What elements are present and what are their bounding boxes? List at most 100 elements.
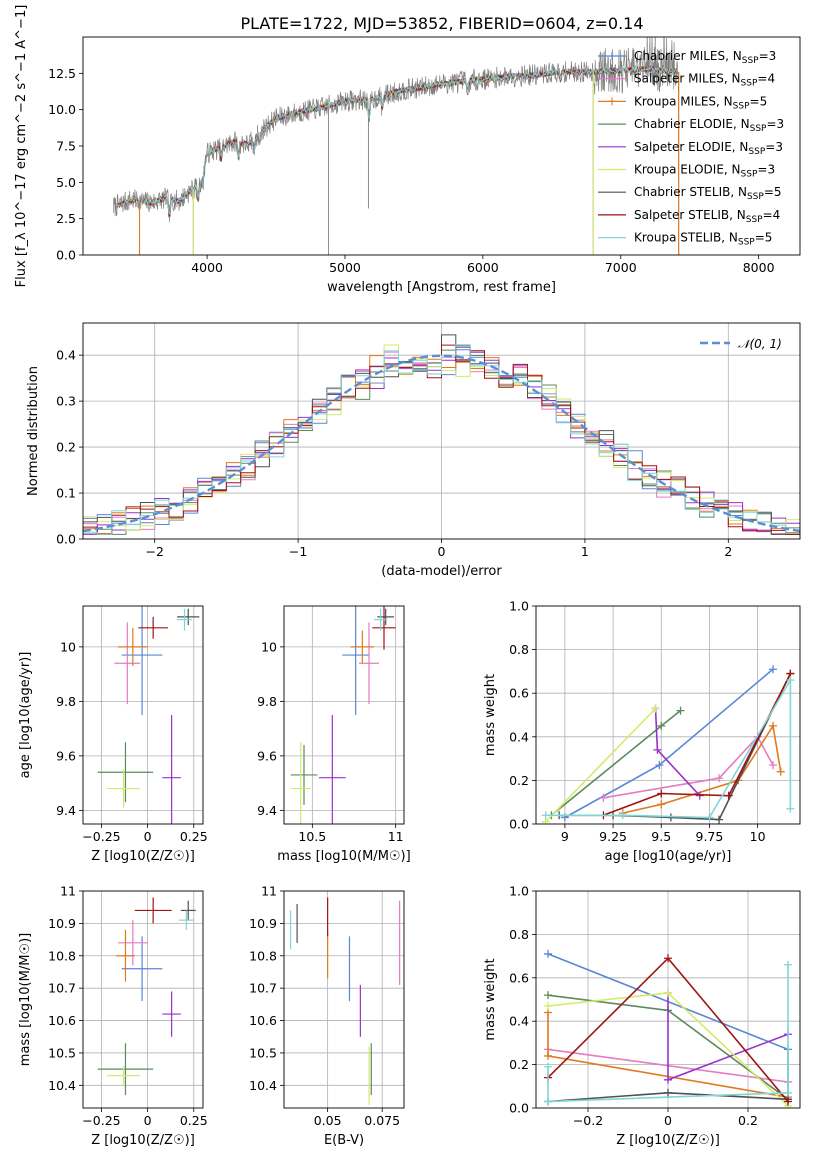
legend-normal-label: 𝒩(0, 1) (738, 337, 782, 351)
x-tick-label: 9 (561, 829, 569, 844)
x-tick-label: 5000 (329, 260, 361, 275)
y-tick-label: 0.8 (509, 642, 529, 657)
series-line (667, 993, 789, 1081)
grid-mass-vs-EBV (284, 891, 404, 1108)
grid-mass-vs-Z (83, 891, 203, 1108)
legend-n: 3 (769, 49, 777, 63)
x-tick-label: 0 (144, 1113, 152, 1128)
y-tick-label: 0.2 (56, 440, 76, 455)
series-point (544, 1097, 552, 1106)
x-axis-label: Z [log10(Z/Z☉)] (91, 849, 195, 864)
legend-text: Chabrier ELODIE, N (634, 117, 750, 131)
x-axis-label: (data-model)/error (381, 564, 502, 579)
plot-area-mass-vs-EBV (284, 891, 404, 1108)
legend-subscript: SSP (742, 56, 759, 66)
series-salpeter-miles (599, 732, 778, 802)
panel-spectrum: 4000 5000 6000 7000 8000 0.0 2.5 5.0 7.5 10.0 12.5… (14, 5, 801, 295)
legend-label-kroupa-elodie: Kroupa ELODIE, NSSP=3 (634, 163, 775, 180)
errorbar-chabrier-stelib (177, 608, 200, 626)
panel-residuals: −2 −1 0 1 2 0.0 0.1 0.2 0.3 0.4 (data-model)/error… (26, 322, 801, 579)
errorbar-chabrier-elodie (97, 1043, 154, 1096)
legend-label-chabrier-elodie: Chabrier ELODIE, NSSP=3 (634, 117, 784, 134)
series-point (657, 800, 666, 809)
x-tick-label: 0 (664, 1113, 672, 1128)
x-tick-label: −1 (289, 544, 307, 559)
series-point (786, 804, 795, 813)
plot-area-mass-vs-Z (83, 891, 203, 1108)
series-point (544, 1062, 552, 1071)
y-tick-label: 10.8 (249, 948, 277, 963)
legend-label-kroupa-miles: Kroupa MILES, NSSP=5 (634, 94, 767, 111)
series-salpeter-stelib (599, 669, 795, 820)
series-point (666, 813, 675, 822)
x-axis-label: E(B-V) (324, 1133, 364, 1148)
axes-frame (535, 890, 801, 1109)
y-tick-label: 9.6 (56, 748, 76, 763)
normal-curve (83, 354, 800, 533)
x-tick-label: 4000 (191, 260, 223, 275)
series-line (603, 673, 792, 817)
axes-frame (283, 605, 405, 825)
legend-marker (608, 52, 616, 60)
errorbar-chabrier-stelib (377, 608, 394, 626)
series-point (786, 676, 795, 685)
y-tick-label: 0.2 (509, 773, 529, 788)
axes-frame (535, 605, 801, 825)
series-line (547, 964, 789, 1103)
errorbar-salpeter-stelib (138, 616, 168, 639)
series-point (676, 706, 685, 715)
legend-eq: = (765, 140, 775, 154)
x-tick-label: −2 (145, 544, 163, 559)
series-kroupa-elodie (544, 988, 792, 1108)
errorbar-chabrier-elodie (290, 744, 318, 805)
errorbar-chabrier-miles (342, 606, 369, 715)
legend-eq: = (757, 72, 767, 86)
series-point (664, 1075, 672, 1084)
x-tick-label: 0.075 (364, 1113, 400, 1128)
x-axis-label: Z [log10(Z/Z☉)] (616, 1133, 720, 1148)
x-tick-label: 0.25 (180, 1113, 208, 1128)
y-tick-label: 9.8 (56, 694, 76, 709)
axes-frame (283, 890, 405, 1109)
legend-n: 5 (765, 231, 773, 245)
x-axis-label: age [log10(age/yr)] (605, 849, 732, 864)
errorbar-salpeter-elodie (162, 991, 181, 1037)
y-tick-label: 9.4 (257, 803, 277, 818)
y-tick-label: 1.0 (509, 599, 529, 614)
y-tick-label: 12.5 (48, 66, 76, 81)
series-point (599, 793, 608, 802)
y-tick-label: 2.5 (56, 211, 76, 226)
y-axis-label: age [log10(age/yr)] (18, 652, 33, 779)
plot-area-weight-vs-age (536, 606, 800, 824)
plot-area-residuals (83, 323, 800, 539)
legend-marker (608, 74, 616, 83)
y-tick-label: 10.4 (48, 1078, 76, 1093)
series-line (603, 735, 774, 799)
legend-subscript: SSP (750, 124, 767, 134)
x-tick-label: 6000 (467, 260, 499, 275)
series-point (651, 704, 660, 713)
series-line (564, 668, 774, 819)
model-spectrum-kroupa-stelib (115, 66, 678, 216)
y-tick-label: 10.5 (249, 1045, 277, 1060)
y-tick-label: 9.6 (257, 748, 277, 763)
axes-frame (82, 322, 801, 540)
series-point (544, 949, 552, 958)
series-point (664, 1088, 672, 1097)
x-axis-label: Z [log10(Z/Z☉)] (91, 1133, 195, 1148)
legend-label-salpeter-stelib: Salpeter STELIB, NSSP=4 (634, 208, 780, 225)
y-tick-label: 0.0 (509, 1101, 529, 1116)
errorbar-kroupa-miles (350, 630, 374, 664)
legend-text: Kroupa ELODIE, N (634, 163, 741, 177)
y-tick-label: 10.5 (48, 1045, 76, 1060)
series-point (544, 991, 552, 1000)
series-point (776, 767, 785, 776)
y-tick-label: 0.1 (56, 486, 76, 501)
series-point (664, 954, 672, 963)
x-tick-label: 8000 (743, 260, 775, 275)
legend-text: Kroupa MILES, N (634, 94, 733, 108)
errorbar-chabrier-miles (121, 606, 163, 715)
panel-age-vs-Z: −0.25 0 0.25 9.4 9.6 9.8 10 Z [log10(Z/Z☉)] age … (18, 605, 208, 864)
